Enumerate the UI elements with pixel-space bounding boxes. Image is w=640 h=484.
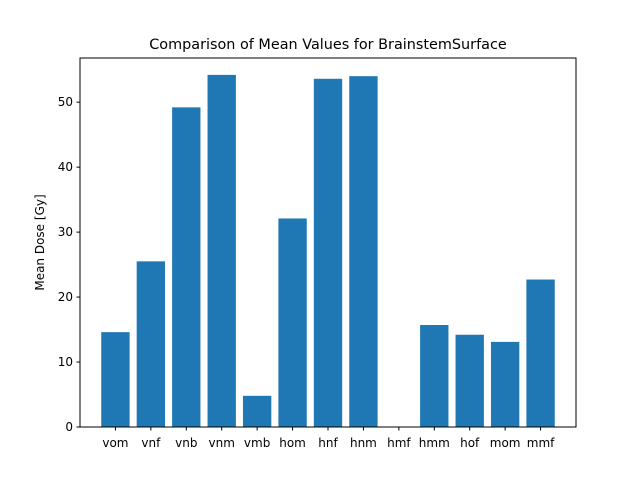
x-tick-label-hmf: hmf [387,436,411,450]
y-tick-label: 50 [58,95,73,109]
bar-vom [101,332,130,427]
y-axis-ticks: 0 10 20 30 40 50 [58,95,80,434]
y-tick-label: 0 [65,420,73,434]
bar-hom [278,218,307,427]
x-tick-label-hnf: hnf [318,436,338,450]
x-axis-ticks: vom vnf vnb vnm vmb hom hnf hnm hmf hmm hof mom mmf [102,427,555,450]
y-tick-label: 10 [58,355,73,369]
x-tick-label-vmb: vmb [244,436,270,450]
bar-hof [455,334,484,427]
x-tick-label-mmf: mmf [527,436,555,450]
x-tick-label-hom: hom [279,436,306,450]
bar-vmb [242,395,272,427]
bar-hnf [313,78,343,427]
bars-layer [101,74,555,428]
x-tick-label-vnb: vnb [175,436,197,450]
bar-mom [490,341,520,427]
x-tick-label-vom: vom [102,436,128,450]
bar-hnm [349,76,378,427]
chart-title: Comparison of Mean Values for BrainstemS… [149,37,507,53]
y-tick-label: 20 [58,290,73,304]
x-tick-label-vnm: vnm [209,436,235,450]
bar-hmm [420,325,449,427]
bar-vnm [207,74,236,427]
y-axis-label: Mean Dose [Gy] [33,194,47,290]
y-tick-label: 40 [58,160,73,174]
y-tick-label: 30 [58,225,73,239]
x-tick-label-hnm: hnm [350,436,377,450]
x-tick-label-hmm: hmm [419,436,450,450]
x-tick-label-vnf: vnf [141,436,161,450]
bar-vnb [172,107,201,428]
x-tick-label-mom: mom [490,436,521,450]
bar-vnf [136,261,166,427]
x-tick-label-hof: hof [460,436,480,450]
plot-frame [79,57,577,428]
bar-mmf [526,279,555,427]
